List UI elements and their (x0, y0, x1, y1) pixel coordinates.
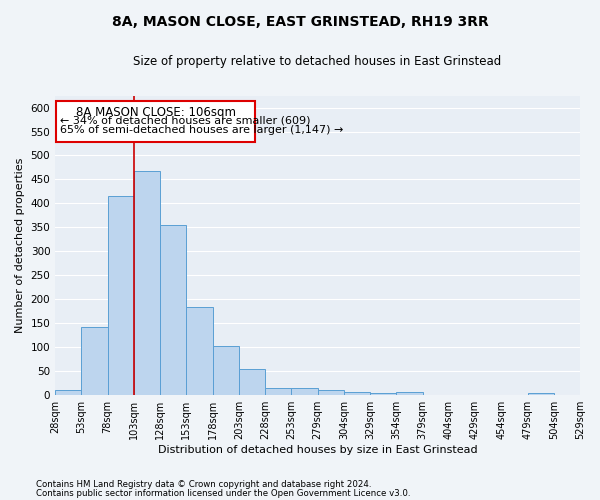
Bar (265, 388, 292, 395)
Text: ← 34% of detached houses are smaller (609): ← 34% of detached houses are smaller (60… (61, 116, 311, 126)
Bar (187, 306, 212, 395)
Bar (82, 326, 107, 395)
Text: 8A MASON CLOSE: 106sqm: 8A MASON CLOSE: 106sqm (76, 106, 236, 119)
Text: 65% of semi-detached houses are larger (1,147) →: 65% of semi-detached houses are larger (… (61, 126, 344, 136)
Text: 8A, MASON CLOSE, EAST GRINSTEAD, RH19 3RR: 8A, MASON CLOSE, EAST GRINSTEAD, RH19 3R… (112, 15, 488, 29)
Bar (317, 390, 344, 395)
Bar (134, 172, 160, 395)
Bar (397, 392, 422, 395)
Bar (527, 393, 554, 395)
X-axis label: Distribution of detached houses by size in East Grinstead: Distribution of detached houses by size … (158, 445, 478, 455)
Title: Size of property relative to detached houses in East Grinstead: Size of property relative to detached ho… (133, 55, 502, 68)
Bar (107, 196, 134, 395)
Y-axis label: Number of detached properties: Number of detached properties (15, 158, 25, 333)
Bar (370, 393, 397, 395)
Bar (239, 370, 265, 395)
Text: Contains HM Land Registry data © Crown copyright and database right 2024.: Contains HM Land Registry data © Crown c… (36, 480, 371, 489)
Bar (160, 225, 187, 395)
Bar (292, 388, 317, 395)
Bar (56, 102, 254, 142)
Bar (344, 392, 370, 395)
Bar (55, 390, 82, 395)
Text: Contains public sector information licensed under the Open Government Licence v3: Contains public sector information licen… (36, 489, 410, 498)
Bar (212, 346, 239, 395)
